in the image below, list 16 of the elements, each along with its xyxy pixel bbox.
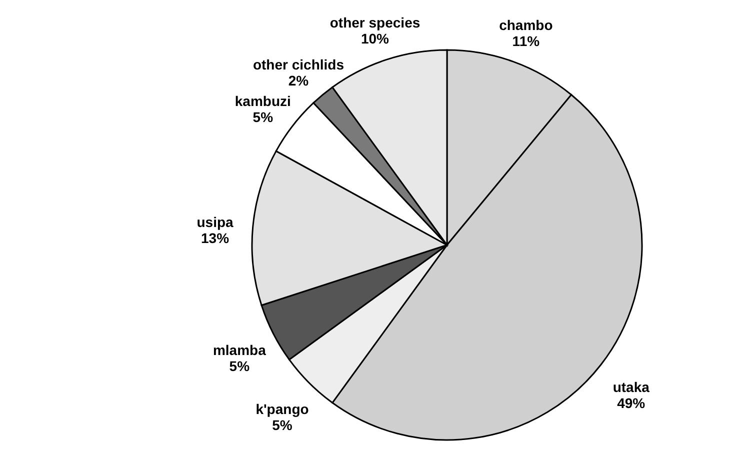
slice-label: kambuzi bbox=[234, 93, 291, 110]
data-label: 5% bbox=[229, 358, 250, 374]
data-label: 5% bbox=[272, 416, 293, 433]
slice-label: k'pango bbox=[256, 400, 309, 417]
data-label: 5% bbox=[252, 109, 274, 126]
slice-label: utaka bbox=[612, 378, 650, 395]
data-label: 13% bbox=[201, 230, 230, 246]
data-label: 10% bbox=[360, 30, 390, 46]
data-label: 11% bbox=[512, 32, 540, 49]
slice-label: usipa bbox=[196, 214, 234, 230]
slice-label: mlamba bbox=[212, 342, 266, 358]
slice-label: other cichlids bbox=[252, 56, 344, 72]
data-label: 2% bbox=[288, 72, 310, 88]
slice-label: chambo bbox=[499, 16, 553, 33]
slice-label: other species bbox=[330, 14, 420, 30]
data-label: 49% bbox=[617, 394, 646, 411]
